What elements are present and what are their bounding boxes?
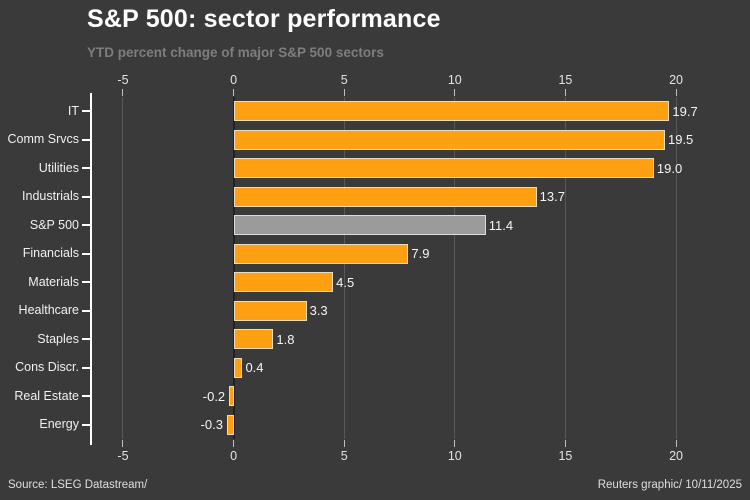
- category-label: S&P 500: [29, 217, 79, 232]
- category-label: IT: [67, 103, 79, 118]
- category-tick-5: [82, 252, 90, 255]
- sector-bar: [233, 272, 334, 293]
- gridline-x-5: [122, 97, 124, 439]
- category-tick-8: [82, 338, 90, 341]
- sector-bar: [233, 158, 654, 179]
- top-axis-tick-20: [675, 89, 677, 96]
- sector-bar: [233, 101, 670, 122]
- value-label: 3.3: [309, 303, 328, 319]
- top-axis-label-5: 5: [340, 73, 348, 87]
- category-label: Cons Discr.: [15, 360, 79, 375]
- top-axis-tick-0: [233, 89, 235, 96]
- top-axis-tick--5: [122, 89, 124, 96]
- category-tick-9: [82, 366, 90, 369]
- top-axis-label-15: 15: [558, 73, 573, 87]
- category-tick-6: [82, 281, 90, 284]
- top-axis-label-10: 10: [447, 73, 462, 87]
- sector-bar: [233, 300, 307, 321]
- category-tick-4: [82, 224, 90, 227]
- sector-bar: [233, 243, 409, 264]
- value-label: -0.3: [200, 417, 223, 433]
- top-axis-tick-15: [564, 89, 566, 96]
- value-label: 11.4: [488, 217, 514, 233]
- category-label: Utilities: [38, 160, 79, 175]
- bottom-axis-label-5: 5: [340, 449, 348, 463]
- value-label: 1.8: [276, 331, 295, 347]
- bottom-axis-label-15: 15: [558, 449, 573, 463]
- sector-bar: [233, 186, 537, 207]
- top-axis-tick-5: [343, 89, 345, 96]
- sector-bar: [233, 357, 243, 378]
- category-label: Staples: [37, 331, 79, 346]
- bottom-axis-tick-15: [564, 440, 566, 447]
- zero-baseline: [232, 97, 235, 439]
- value-label: 13.7: [539, 189, 565, 205]
- category-tick-2: [82, 167, 90, 170]
- bottom-axis-tick-0: [233, 440, 235, 447]
- category-label: Energy: [39, 417, 79, 432]
- chart-subtitle: YTD percent change of major S&P 500 sect…: [87, 45, 384, 60]
- gridline-x5: [343, 97, 345, 439]
- gridline-x15: [564, 97, 566, 439]
- bottom-axis-tick-10: [454, 440, 456, 447]
- category-label: Industrials: [22, 189, 79, 204]
- top-axis-label-20: 20: [669, 73, 683, 87]
- bottom-axis-label-0: 0: [230, 449, 238, 463]
- chart-title: S&P 500: sector performance: [87, 5, 441, 33]
- gridline-x10: [454, 97, 456, 439]
- top-axis-label-0: 0: [230, 73, 238, 87]
- category-label: Financials: [22, 246, 79, 261]
- bottom-axis-tick-20: [675, 440, 677, 447]
- y-axis-spine: [90, 93, 92, 445]
- credit-note: Reuters graphic/ 10/11/2025: [597, 479, 742, 491]
- benchmark-bar: [233, 215, 486, 236]
- sector-bar: [233, 329, 274, 350]
- category-tick-1: [82, 138, 90, 141]
- value-label: 19.5: [667, 132, 694, 148]
- category-tick-7: [82, 309, 90, 312]
- sector-bar: [229, 386, 234, 407]
- sector-bar: [233, 129, 665, 150]
- bottom-axis-label--5: -5: [117, 449, 129, 463]
- chart-footer: Source: LSEG Datastream/ Reuters graphic…: [8, 479, 742, 491]
- gridline-x20: [675, 97, 677, 439]
- bottom-axis-tick--5: [122, 440, 124, 447]
- category-label: Comm Srvcs: [7, 132, 79, 147]
- value-label: 19.0: [656, 160, 683, 176]
- top-axis-label--5: -5: [117, 73, 129, 87]
- category-label: Healthcare: [18, 303, 79, 318]
- category-tick-0: [82, 110, 90, 113]
- bottom-axis-label-20: 20: [669, 449, 683, 463]
- source-note: Source: LSEG Datastream/: [8, 479, 148, 491]
- value-label: 0.4: [245, 360, 264, 376]
- category-label: Real Estate: [14, 388, 79, 403]
- bottom-axis-tick-5: [343, 440, 345, 447]
- sector-bar: [226, 414, 234, 435]
- value-label: -0.2: [202, 388, 226, 404]
- bottom-axis-label-10: 10: [447, 449, 462, 463]
- category-tick-10: [82, 395, 90, 398]
- category-label: Materials: [28, 274, 79, 289]
- value-label: 4.5: [336, 274, 355, 290]
- value-label: 19.7: [672, 103, 698, 119]
- value-label: 7.9: [411, 246, 430, 262]
- category-tick-3: [82, 195, 90, 198]
- category-tick-11: [82, 423, 90, 426]
- top-axis-tick-10: [454, 89, 456, 96]
